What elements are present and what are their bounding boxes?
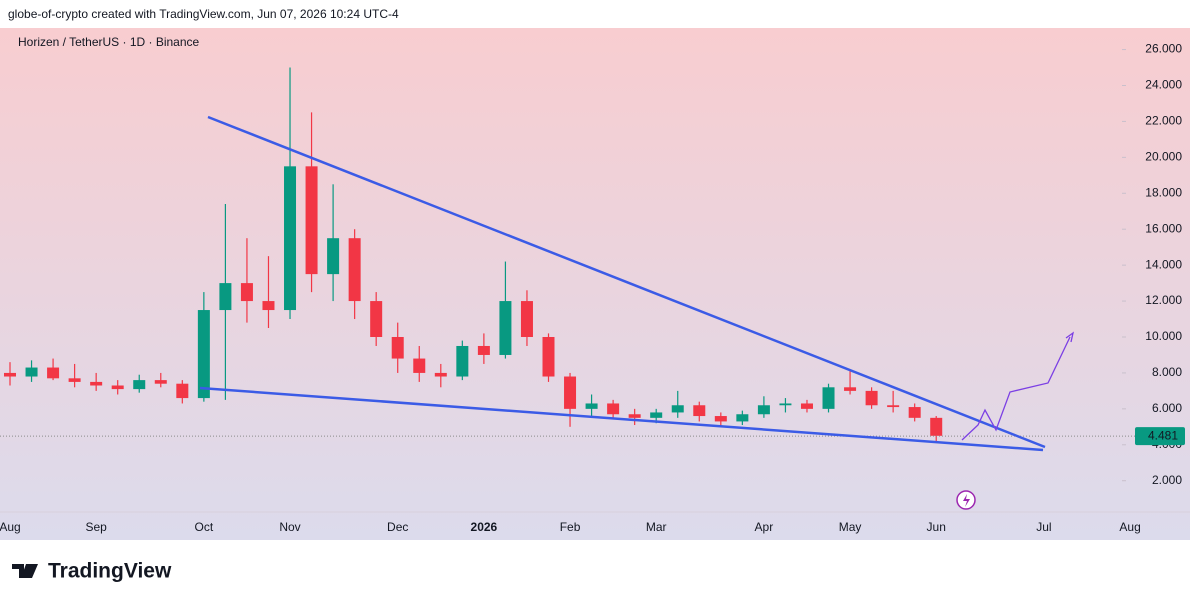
projection-arrow xyxy=(1065,331,1075,343)
candle-body xyxy=(154,380,167,384)
candle-body xyxy=(542,336,555,377)
candle-body xyxy=(240,283,253,302)
candle-body xyxy=(370,301,383,337)
candle-body xyxy=(908,407,921,418)
projection xyxy=(961,336,1071,441)
y-tick-label: 26.000 xyxy=(1145,42,1182,56)
x-tick-label: Dec xyxy=(387,520,408,534)
trendline-upper xyxy=(207,115,1046,449)
y-tick-label: 14.000 xyxy=(1145,257,1182,271)
symbol: Horizen / TetherUS · 1D · Binance xyxy=(18,35,200,49)
y-tick-label: 20.000 xyxy=(1145,150,1182,164)
x-tick-label: Mar xyxy=(646,520,667,534)
candle-body xyxy=(90,381,103,386)
candle-body xyxy=(736,414,749,422)
candle-body xyxy=(219,283,232,311)
y-tick-label: 12.000 xyxy=(1145,293,1182,307)
x-tick-label: Aug xyxy=(0,520,21,534)
last-price-badge xyxy=(1135,427,1185,446)
candle-body xyxy=(779,403,792,406)
x-tick-label: Apr xyxy=(755,520,774,534)
y-tick-label: 16.000 xyxy=(1145,221,1182,235)
trendline-lower xyxy=(199,386,1044,452)
candle-body xyxy=(520,301,533,337)
candle-body xyxy=(348,238,361,302)
x-tick-label: Oct xyxy=(195,520,214,534)
candle-body xyxy=(650,412,663,418)
candle-body xyxy=(4,372,16,377)
y-tick-label: 2.000 xyxy=(1152,473,1182,487)
y-tick-label: 18.000 xyxy=(1145,185,1182,199)
candle-body xyxy=(262,301,275,311)
candle-body xyxy=(628,414,641,418)
y-tick-label: 8.000 xyxy=(1152,365,1182,379)
x-tick-label: Aug xyxy=(1119,520,1140,534)
x-tick-label: Sep xyxy=(85,520,107,534)
candle-body xyxy=(499,301,512,355)
candle-body xyxy=(284,166,297,311)
event-bolt xyxy=(963,494,970,507)
candle-body xyxy=(693,405,706,417)
plot: 2.0004.0006.0008.00010.00012.00014.00016… xyxy=(0,42,1185,534)
candle-body xyxy=(477,345,490,355)
candle-body xyxy=(930,417,943,436)
candle-body xyxy=(607,403,620,415)
candle-body xyxy=(133,380,146,390)
candle-body xyxy=(887,405,900,408)
candle-body xyxy=(176,383,189,399)
last-price-label: 4.481 xyxy=(1148,428,1178,442)
candle-body xyxy=(305,166,318,275)
x-tick-label: Jun xyxy=(927,520,946,534)
logo xyxy=(12,564,38,578)
candle-body xyxy=(456,345,469,377)
caption: globe-of-crypto created with TradingView… xyxy=(8,7,399,21)
x-tick-label: 2026 xyxy=(471,520,498,534)
candle-body xyxy=(434,372,447,377)
candle-body xyxy=(564,376,577,409)
candle-body xyxy=(865,390,878,406)
x-tick-label: May xyxy=(839,520,862,534)
candle-body xyxy=(757,405,770,415)
chart-bg xyxy=(0,28,1190,540)
candle-body xyxy=(25,367,38,377)
x-tick-label: Feb xyxy=(560,520,581,534)
candle-body xyxy=(391,336,404,359)
candle-body xyxy=(800,403,813,409)
candle-body xyxy=(47,367,60,379)
candle-body xyxy=(111,385,124,390)
x-tick-label: Jul xyxy=(1036,520,1051,534)
brand: TradingView xyxy=(48,560,172,583)
candle-body xyxy=(413,358,426,373)
candle-body xyxy=(327,238,340,275)
candle-body xyxy=(844,387,857,391)
candle-body xyxy=(197,310,210,399)
y-tick-label: 24.000 xyxy=(1145,78,1182,92)
candle-body xyxy=(822,387,835,409)
y-tick-label: 10.000 xyxy=(1145,329,1182,343)
candle-body xyxy=(714,416,727,422)
candle-body xyxy=(68,378,81,382)
candle-body xyxy=(671,405,684,413)
y-tick-label: 6.000 xyxy=(1152,401,1182,415)
y-tick-label: 22.000 xyxy=(1145,114,1182,128)
candle-body xyxy=(585,403,598,409)
x-tick-label: Nov xyxy=(279,520,300,534)
